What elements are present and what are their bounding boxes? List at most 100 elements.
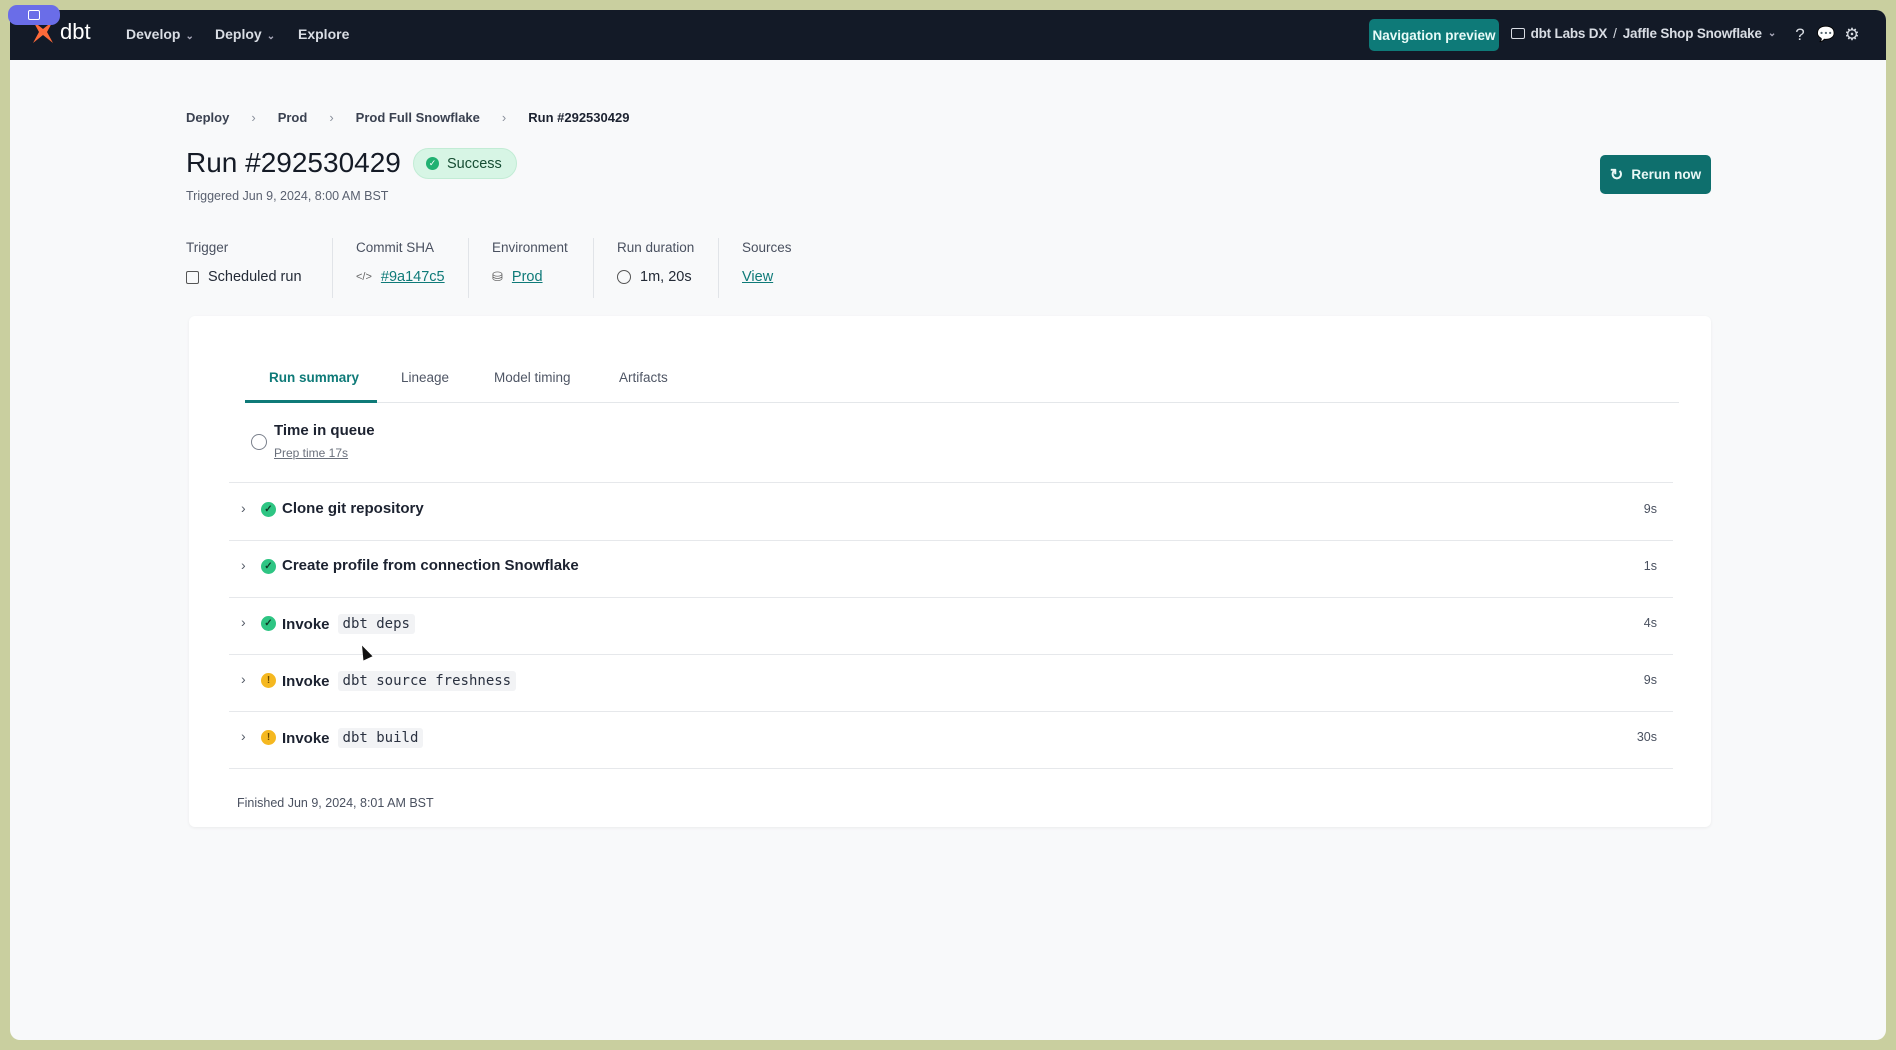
clock-icon: [617, 270, 631, 284]
step-label: Invoke dbt source freshness: [282, 671, 517, 691]
step-duration: 1s: [1643, 559, 1657, 573]
calendar-icon: [186, 270, 199, 284]
meta-duration: Run duration 1m, 20s: [617, 240, 694, 285]
divider: [229, 597, 1673, 598]
breadcrumb-prod[interactable]: Prod: [277, 110, 308, 125]
tab-artifacts[interactable]: Artifacts: [619, 370, 668, 385]
meta-sources: Sources View: [742, 240, 792, 285]
step-title: Clone git repository: [282, 500, 424, 517]
chevron-down-icon: ⌄: [266, 31, 276, 42]
divider: [332, 238, 333, 298]
database-icon: ⛁: [492, 269, 503, 284]
meta-label: Sources: [742, 240, 792, 255]
step-duration: 9s: [1643, 673, 1657, 687]
step-row[interactable]: › ✓ Create profile from connection Snowf…: [229, 540, 1673, 597]
refresh-icon: ↻: [1609, 166, 1624, 184]
breadcrumb-job[interactable]: Prod Full Snowflake: [355, 110, 480, 125]
project-selector[interactable]: dbt Labs DX / Jaffle Shop Snowflake ⌄: [1510, 26, 1776, 41]
tab-bar: Run summary Lineage Model timing Artifac…: [245, 366, 1679, 403]
chevron-right-icon: ›: [329, 110, 334, 125]
nav-label: Develop: [126, 26, 181, 42]
meta-label: Trigger: [186, 240, 229, 255]
check-circle-icon: ✓: [261, 616, 276, 631]
nav-explore[interactable]: Explore: [298, 26, 349, 42]
finished-time: Finished Jun 9, 2024, 8:01 AM BST: [237, 796, 434, 810]
step-title: Invoke: [282, 729, 330, 747]
chevron-right-icon[interactable]: ›: [241, 728, 246, 744]
chevron-right-icon: ›: [501, 110, 507, 125]
dbt-logo[interactable]: dbt: [30, 19, 91, 45]
dbt-logo-icon: [33, 21, 53, 43]
screen-record-icon: [8, 5, 60, 25]
tab-model-timing[interactable]: Model timing: [494, 370, 571, 385]
triggered-time: Triggered Jun 9, 2024, 8:00 AM BST: [186, 189, 389, 203]
clock-icon: [251, 434, 267, 450]
queue-title: Time in queue: [274, 422, 375, 439]
divider: [593, 238, 594, 298]
rerun-label: Rerun now: [1631, 167, 1702, 182]
feedback-icon[interactable]: 💬: [1816, 26, 1836, 43]
warning-icon: !: [261, 673, 276, 688]
nav-develop[interactable]: Develop ⌄: [126, 26, 194, 42]
step-row[interactable]: › ! Invoke dbt source freshness 9s: [229, 654, 1673, 711]
chevron-right-icon[interactable]: ›: [241, 671, 246, 687]
tab-run-summary[interactable]: Run summary: [269, 370, 360, 385]
step-command: dbt build: [337, 728, 424, 748]
top-nav-bar: dbt Develop ⌄ Deploy ⌄ Explore Navigation …: [10, 10, 1886, 60]
step-title: Invoke: [282, 615, 330, 633]
chevron-right-icon[interactable]: ›: [241, 614, 246, 630]
step-row[interactable]: › ! Invoke dbt build 30s: [229, 711, 1673, 768]
divider: [229, 768, 1673, 769]
breadcrumb: Deploy › Prod › Prod Full Snowflake › Run #…: [186, 110, 629, 125]
rerun-now-button[interactable]: ↻ Rerun now: [1600, 155, 1711, 194]
step-duration: 4s: [1643, 616, 1657, 630]
breadcrumb-deploy[interactable]: Deploy: [186, 110, 230, 125]
step-label: Create profile from connection Snowflake: [282, 557, 579, 574]
meta-trigger: Trigger Scheduled run: [186, 240, 302, 285]
step-title: Invoke: [282, 672, 330, 690]
meta-label: Commit SHA: [356, 240, 435, 255]
step-label: Invoke dbt deps: [282, 614, 415, 634]
step-duration: 9s: [1643, 502, 1657, 516]
divider: [229, 711, 1673, 712]
folder-icon: [1510, 28, 1525, 39]
meta-value: 1m, 20s: [640, 269, 692, 285]
meta-environment: Environment ⛁ Prod: [492, 240, 568, 285]
chevron-right-icon[interactable]: ›: [241, 500, 246, 516]
meta-label: Run duration: [617, 240, 695, 255]
chevron-right-icon[interactable]: ›: [241, 557, 246, 573]
tab-lineage[interactable]: Lineage: [401, 370, 450, 385]
project-name: Jaffle Shop Snowflake: [1622, 26, 1762, 41]
divider: [468, 238, 469, 298]
step-row[interactable]: › ✓ Clone git repository 9s: [229, 483, 1673, 540]
breadcrumb-run: Run #292530429: [528, 110, 630, 125]
check-circle-icon: ✓: [261, 559, 276, 574]
sources-view-link[interactable]: View: [742, 269, 774, 285]
meta-value: Scheduled run: [208, 269, 302, 285]
chevron-down-icon: ⌄: [1767, 28, 1776, 39]
account-name: dbt Labs DX: [1530, 26, 1608, 41]
code-icon: </>: [356, 271, 372, 283]
step-command: dbt source freshness: [337, 671, 517, 691]
meta-label: Environment: [492, 240, 568, 255]
environment-link[interactable]: Prod: [511, 269, 543, 285]
step-label: Invoke dbt build: [282, 728, 424, 748]
warning-icon: !: [261, 730, 276, 745]
nav-label: Deploy: [215, 26, 262, 42]
help-icon[interactable]: ?: [1795, 25, 1805, 44]
step-title: Create profile from connection Snowflake: [282, 557, 579, 574]
commit-sha-link[interactable]: #9a147c5: [380, 269, 445, 285]
divider: [229, 482, 1673, 483]
check-circle-icon: ✓: [261, 502, 276, 517]
active-tab-indicator: [245, 400, 377, 403]
meta-commit: Commit SHA </> #9a147c5: [356, 240, 445, 285]
step-row[interactable]: › ✓ Invoke dbt deps 4s: [229, 597, 1673, 654]
navigation-preview-button[interactable]: Navigation preview: [1369, 19, 1499, 51]
prep-time-link[interactable]: Prep time 17s: [274, 446, 349, 460]
gear-icon[interactable]: ⚙: [1844, 25, 1860, 44]
separator: /: [1613, 26, 1617, 41]
step-command: dbt deps: [337, 614, 415, 634]
divider: [229, 540, 1673, 541]
nav-deploy[interactable]: Deploy ⌄: [215, 26, 275, 42]
logo-text: dbt: [60, 19, 91, 44]
